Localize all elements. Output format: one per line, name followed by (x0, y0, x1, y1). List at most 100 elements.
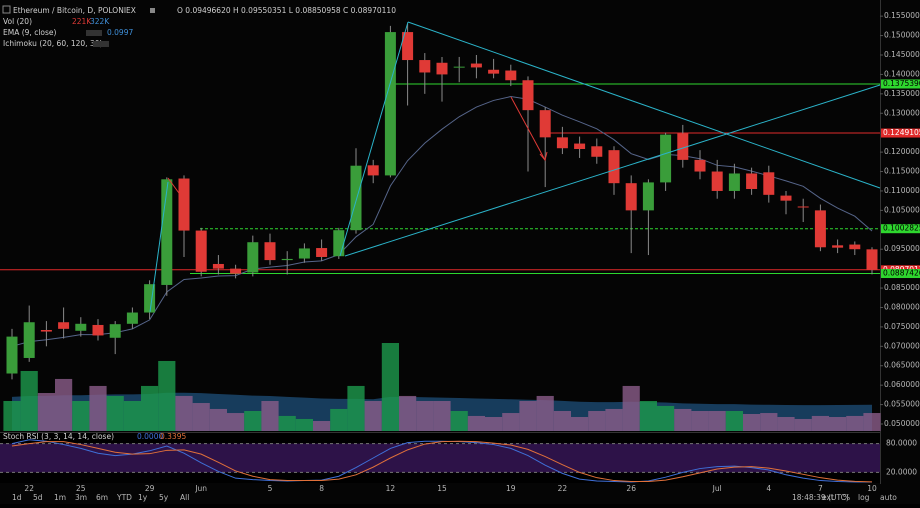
range-button[interactable]: All (180, 493, 189, 502)
x-tick-label: 5 (268, 484, 273, 493)
volume-bar (829, 417, 847, 431)
candle-body (281, 258, 293, 261)
volume-bar (605, 408, 623, 431)
candle-body (849, 244, 861, 250)
candle-body (746, 173, 758, 190)
y-tick-label: 0.06000000 (884, 380, 920, 389)
volume-bar (657, 405, 675, 431)
y-tick-label: 0.13000000 (884, 108, 920, 117)
volume-bar (347, 385, 365, 431)
y-tick-label: 0.15500000 (884, 11, 920, 20)
candle-body (642, 182, 654, 211)
trend-line (149, 181, 169, 313)
y-tick-label: 0.06500000 (884, 361, 920, 370)
trend-lines (149, 21, 881, 313)
volume-bar (708, 410, 726, 431)
volume-bar (72, 400, 90, 431)
volume-bar (725, 410, 743, 431)
volume-bar (227, 413, 245, 431)
stoch-tick-label: 80.0000 (886, 439, 917, 448)
candle-body (797, 206, 809, 208)
y-tick-label: 0.15000000 (884, 31, 920, 40)
indicator-controls[interactable] (86, 30, 102, 36)
price-label-box (881, 128, 920, 138)
volume-ma-last: 322K (90, 17, 110, 26)
arrow-head (539, 151, 548, 162)
arrows (167, 96, 548, 201)
volume-bar (622, 385, 640, 431)
candle-body (556, 137, 568, 149)
scale-button[interactable]: log (858, 493, 870, 502)
x-tick-label: 29 (145, 484, 155, 493)
ema-name: EMA (9, close) (3, 28, 57, 37)
volume-bar (158, 360, 176, 431)
range-button[interactable]: 5d (33, 493, 43, 502)
range-button[interactable]: 5y (159, 493, 169, 502)
scale-button[interactable]: auto (880, 493, 897, 502)
candle-body (419, 60, 431, 73)
stoch-name: Stoch RSI (3, 3, 14, 14, close) (3, 432, 114, 441)
y-tick-label: 0.11000000 (884, 186, 920, 195)
volume-bar (536, 395, 554, 431)
candle-body (333, 230, 345, 257)
price-label-box (881, 269, 920, 279)
icon[interactable] (2, 5, 11, 14)
x-tick-label: 12 (386, 484, 396, 493)
y-tick-label: 0.05000000 (884, 419, 920, 428)
candle-body (298, 248, 310, 259)
y-tick-label: 0.08500000 (884, 283, 920, 292)
candle-body (264, 242, 276, 261)
candle-body (58, 322, 70, 329)
candle-body (832, 245, 844, 248)
volume-bar (330, 408, 348, 431)
volume-bar (20, 370, 38, 431)
candle-body (488, 69, 500, 74)
candle-body (6, 336, 18, 374)
ohlc-text: O 0.09496620 H 0.09550351 L 0.08850958 C… (177, 6, 396, 15)
y-tick-label: 0.14000000 (884, 69, 920, 78)
volume-layer (3, 343, 881, 431)
candle-body (109, 324, 121, 338)
icon[interactable] (150, 8, 155, 13)
candle-body (436, 62, 448, 75)
range-button[interactable]: 1d (12, 493, 22, 502)
candle-body (40, 330, 52, 332)
stoch-band (0, 443, 880, 473)
volume-bar (209, 408, 227, 431)
range-button[interactable]: 1y (138, 493, 148, 502)
candle-body (75, 323, 87, 331)
candle-body (780, 195, 792, 201)
candle-body (23, 322, 35, 358)
y-tick-label: 0.10500000 (884, 205, 920, 214)
range-button[interactable]: 1m (54, 493, 66, 502)
indicator-controls[interactable] (93, 41, 109, 47)
range-button[interactable]: 3m (75, 493, 87, 502)
range-button[interactable]: 6m (96, 493, 108, 502)
candle-body (367, 165, 379, 176)
volume-bar (55, 378, 73, 431)
ema-line (11, 96, 873, 347)
candle-body (763, 172, 775, 195)
price-label: 0.10028253 (883, 224, 920, 233)
scale-button[interactable]: % (843, 493, 850, 502)
price-layer: 0.15500000 0.15000000 0.14500000 0.14000000… (0, 11, 920, 428)
range-button[interactable]: YTD (116, 493, 132, 502)
candle-body (126, 312, 138, 324)
volume-last: 221K (72, 17, 92, 26)
x-tick-label: 22 (558, 484, 568, 493)
candle-body (470, 63, 482, 68)
volume-bar (141, 385, 159, 431)
y-tick-label: 0.08000000 (884, 302, 920, 311)
volume-bar (485, 417, 503, 431)
candle-body (660, 134, 672, 183)
volume-bar (192, 403, 210, 431)
volume-bar (450, 410, 468, 431)
volume-bar (760, 413, 778, 431)
scale-button[interactable]: ext (822, 493, 834, 502)
volume-bar (502, 413, 520, 431)
candle-body (402, 32, 414, 61)
x-tick-label: 7 (818, 484, 823, 493)
volume-bar (571, 417, 589, 431)
volume-bar (674, 408, 692, 431)
y-tick-label: 0.13500000 (884, 89, 920, 98)
